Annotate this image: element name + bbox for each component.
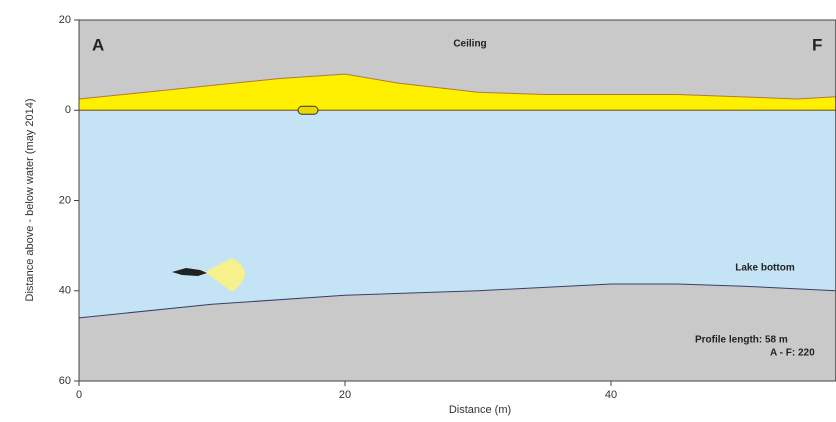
note: Profile length: 58 m [695, 335, 788, 346]
series-label: Ceiling [453, 39, 486, 50]
note: A - F: 220 [770, 348, 815, 359]
object-icon [298, 106, 318, 114]
x-tick-label: 20 [339, 389, 351, 401]
x-tick-label: 0 [76, 389, 82, 401]
y-tick-label: 60 [59, 375, 71, 387]
point-label: A [92, 35, 104, 54]
y-tick-label: 20 [59, 14, 71, 26]
y-tick-label: 0 [65, 104, 71, 116]
x-tick-label: 40 [605, 389, 617, 401]
x-axis-label: Distance (m) [449, 404, 511, 416]
y-tick-label: 40 [59, 285, 71, 297]
plot-area [79, 20, 836, 381]
series-label: Lake bottom [735, 263, 795, 274]
point-label: F [812, 35, 822, 54]
y-tick-label: 20 [59, 194, 71, 206]
y-axis-label: Distance above - below water (may 2014) [24, 99, 36, 302]
page: {"chart_data": {"type": "profile", "x_la… [0, 0, 836, 422]
chart: Distance above - below water (may 2014) … [0, 0, 836, 422]
